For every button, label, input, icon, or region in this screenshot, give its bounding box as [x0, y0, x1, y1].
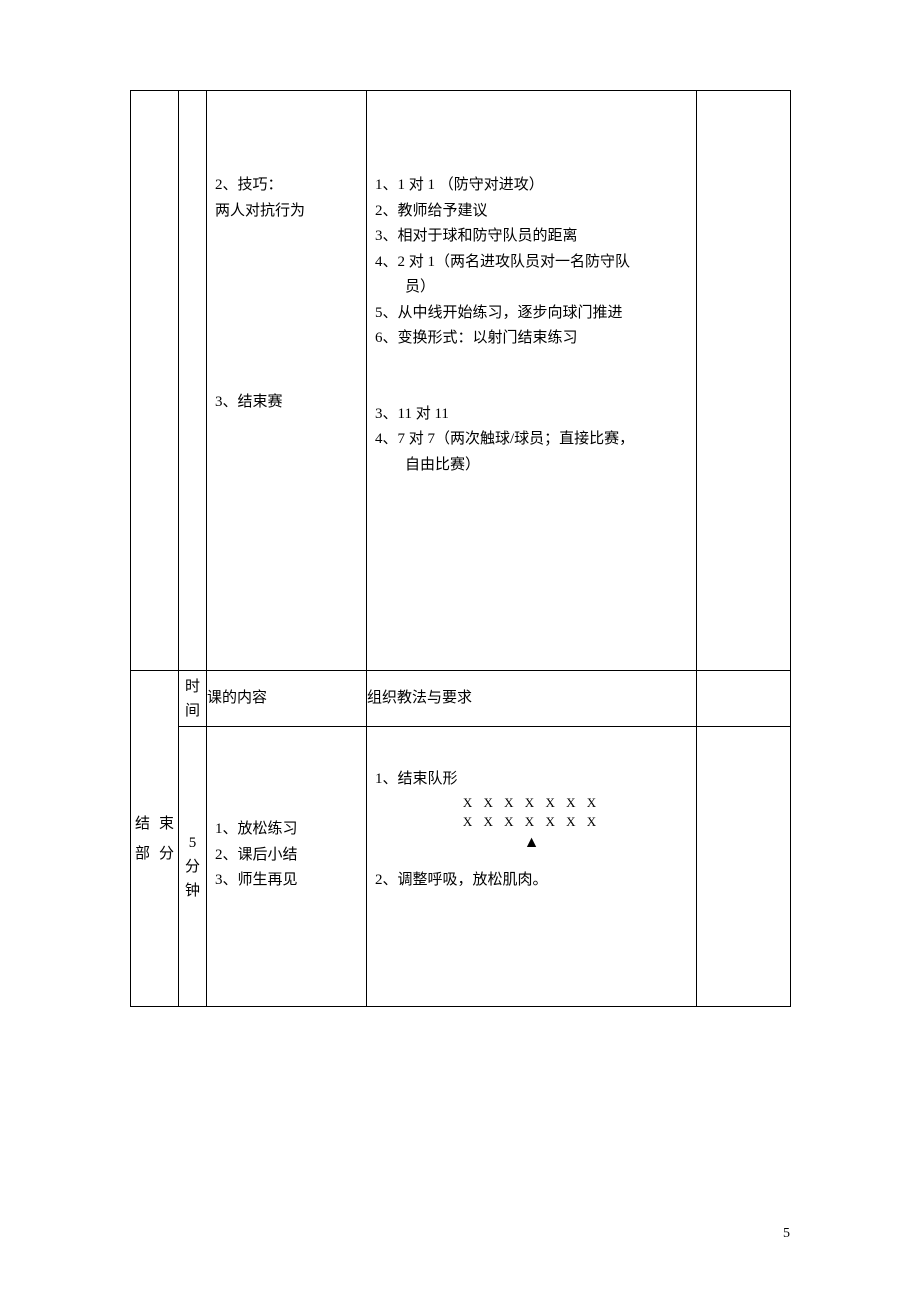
time-value: 5	[179, 831, 206, 855]
org-list-item: 自由比赛）	[375, 453, 688, 479]
page-number: 5	[783, 1226, 790, 1242]
content-cell: 1、放松练习 2、课后小结 3、师生再见	[207, 727, 367, 1007]
org-list-item: 3、11 对 11	[375, 402, 688, 428]
content-item: 3、结束赛	[215, 390, 358, 416]
org-list-item: 1、1 对 1 （防守对进攻）	[375, 173, 688, 199]
notes-cell	[697, 727, 791, 1007]
notes-cell	[697, 91, 791, 671]
organization-cell: 1、1 对 1 （防守对进攻） 2、教师给予建议 3、相对于球和防守队员的距离 …	[367, 91, 697, 671]
org-list-item: 1、结束队形	[375, 767, 688, 793]
section-label-cell: 结 束 部 分	[131, 671, 179, 1007]
time-header-cell: 时 间	[179, 671, 207, 727]
org-list-item: 2、教师给予建议	[375, 199, 688, 225]
time-value: 钟	[179, 879, 206, 903]
notes-header-cell	[697, 671, 791, 727]
content-item: 1、放松练习	[215, 817, 358, 843]
header-text: 时	[179, 675, 206, 699]
formation-row: X X X X X X X	[375, 793, 688, 813]
content-item: 3、师生再见	[215, 868, 358, 894]
time-value: 分	[179, 855, 206, 879]
org-list-item: 4、2 对 1（两名进攻队员对一名防守队	[375, 250, 688, 276]
time-cell	[179, 91, 207, 671]
header-text: 间	[179, 699, 206, 723]
table-row: 5 分 钟 1、放松练习 2、课后小结 3、师生再见 1、结束队形 X	[131, 727, 791, 1007]
content-header-cell: 课的内容	[207, 671, 367, 727]
content-item: 2、技巧：	[215, 173, 358, 199]
table-row: 结 束 部 分 时 间 课的内容 组织教法与要求	[131, 671, 791, 727]
formation-marker: ▲	[375, 832, 688, 854]
org-header-cell: 组织教法与要求	[367, 671, 697, 727]
content-item: 两人对抗行为	[215, 199, 358, 225]
table-row: 2、技巧： 两人对抗行为 3、结束赛 1、1 对 1 （防守对进攻） 2、教师给…	[131, 91, 791, 671]
page-container: 2、技巧： 两人对抗行为 3、结束赛 1、1 对 1 （防守对进攻） 2、教师给…	[130, 90, 790, 1007]
org-list-item: 2、调整呼吸，放松肌肉。	[375, 868, 688, 894]
lesson-plan-table: 2、技巧： 两人对抗行为 3、结束赛 1、1 对 1 （防守对进攻） 2、教师给…	[130, 90, 791, 1007]
section-label: 结 束	[135, 809, 174, 839]
org-list-item: 员）	[375, 275, 688, 301]
section-label: 部 分	[135, 839, 174, 869]
formation-row: X X X X X X X	[375, 812, 688, 832]
organization-cell: 1、结束队形 X X X X X X X X X X X X X X ▲ 2、调…	[367, 727, 697, 1007]
section-label-cell	[131, 91, 179, 671]
org-list-item: 3、相对于球和防守队员的距离	[375, 224, 688, 250]
content-item: 2、课后小结	[215, 843, 358, 869]
time-cell: 5 分 钟	[179, 727, 207, 1007]
org-list-item: 4、7 对 7（两次触球/球员；直接比赛，	[375, 427, 688, 453]
org-list-item: 6、变换形式：以射门结束练习	[375, 326, 688, 352]
content-cell: 2、技巧： 两人对抗行为 3、结束赛	[207, 91, 367, 671]
org-list-item: 5、从中线开始练习，逐步向球门推进	[375, 301, 688, 327]
